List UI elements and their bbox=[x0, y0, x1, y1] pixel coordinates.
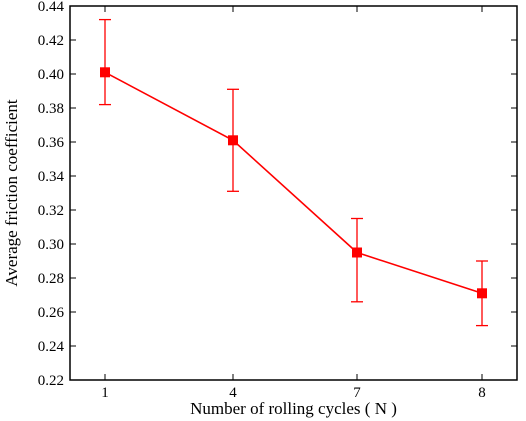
y-tick-label: 0.22 bbox=[38, 373, 64, 389]
data-point bbox=[477, 288, 487, 299]
x-tick-label: 4 bbox=[229, 385, 237, 401]
y-axis-title: Average friction coefficient bbox=[2, 99, 21, 286]
x-tick-label: 8 bbox=[478, 385, 486, 401]
y-tick-label: 0.26 bbox=[38, 305, 65, 321]
y-tick-label: 0.44 bbox=[38, 0, 65, 15]
y-tick-label: 0.36 bbox=[38, 135, 65, 151]
y-tick-label: 0.34 bbox=[38, 169, 65, 185]
plot-frame bbox=[69, 5, 518, 381]
data-point bbox=[352, 247, 362, 258]
y-tick-label: 0.38 bbox=[38, 101, 64, 117]
y-tick-label: 0.28 bbox=[38, 271, 64, 287]
y-tick-label: 0.32 bbox=[38, 203, 64, 219]
x-axis-title: Number of rolling cycles ( N ) bbox=[190, 399, 397, 418]
y-tick-label: 0.42 bbox=[38, 33, 64, 49]
series-layer bbox=[99, 18, 488, 327]
series-line bbox=[104, 71, 483, 295]
x-axis-ticks: 1 4 7 8 bbox=[101, 6, 486, 401]
y-tick-label: 0.30 bbox=[38, 237, 64, 253]
data-point bbox=[228, 135, 238, 146]
y-axis-ticks: 0.22 0.24 0.26 0.28 0.30 0.32 0.34 0.36 0.38 0.40… bbox=[38, 0, 517, 389]
x-tick-label: 7 bbox=[353, 385, 361, 401]
y-tick-label: 0.24 bbox=[38, 339, 65, 355]
x-tick-label: 1 bbox=[101, 385, 109, 401]
y-tick-label: 0.40 bbox=[38, 67, 64, 83]
data-point bbox=[100, 67, 110, 78]
